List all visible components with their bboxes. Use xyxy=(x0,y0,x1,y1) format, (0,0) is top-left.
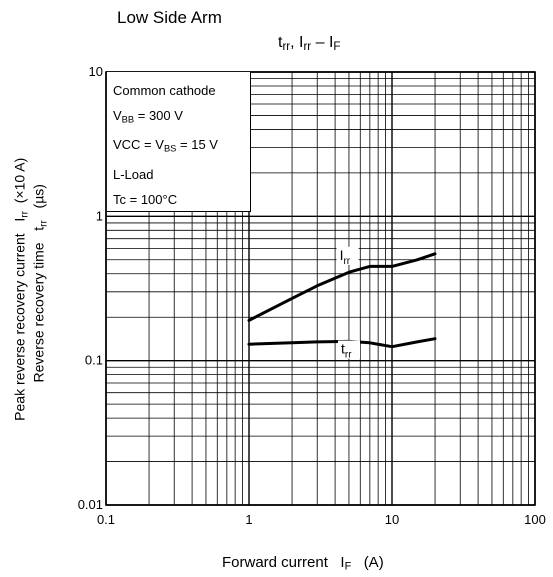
x-tick-label: 0.1 xyxy=(97,512,115,527)
condition-line: VBB = 300 V xyxy=(113,108,183,125)
series-line xyxy=(247,252,437,322)
x-tick-label: 100 xyxy=(524,512,546,527)
y-tick-label: 0.01 xyxy=(78,497,103,512)
series-label-bg xyxy=(338,340,361,359)
series-label-bg xyxy=(336,246,359,265)
y-axis-label-inner: Reverse recovery time trr (µs) xyxy=(30,184,50,383)
series-label: Irr xyxy=(340,247,351,267)
x-axis-label: Forward current IF (A) xyxy=(222,554,384,573)
header: Low Side Arm xyxy=(117,8,222,27)
y-tick-label: 1 xyxy=(96,208,103,223)
y-tick-label: 0.1 xyxy=(85,353,103,368)
y-tick-label: 10 xyxy=(89,64,103,79)
chart-title: trr, Irr – IF xyxy=(278,34,341,53)
conditions-box: Common cathode VBB = 300 V VCC = VBS = 1… xyxy=(107,72,251,212)
condition-line: Tc = 100°C xyxy=(113,191,178,207)
x-tick-label: 10 xyxy=(385,512,399,527)
x-tick-label: 1 xyxy=(245,512,252,527)
condition-line: VCC = VBS = 15 V xyxy=(113,137,218,154)
y-axis-label-outer: Peak reverse recovery current Irr (×10 A… xyxy=(11,157,31,421)
condition-line: Common cathode xyxy=(113,83,216,98)
plot-frame xyxy=(105,71,536,506)
series-label: trr xyxy=(341,341,352,361)
condition-line: L-Load xyxy=(113,166,154,182)
